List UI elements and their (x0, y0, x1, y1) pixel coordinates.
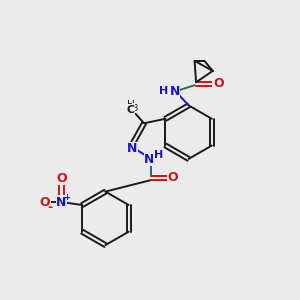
Text: C: C (126, 105, 134, 115)
Text: N: N (56, 196, 67, 208)
Text: O: O (213, 77, 224, 90)
Text: H: H (128, 100, 135, 110)
Text: N: N (127, 142, 137, 155)
Text: O: O (168, 171, 178, 184)
Text: H: H (154, 150, 163, 160)
Text: N: N (169, 85, 180, 98)
Text: +: + (63, 193, 70, 202)
Text: 3: 3 (133, 104, 138, 113)
Text: H: H (159, 85, 169, 96)
Text: N: N (144, 153, 154, 166)
Text: -: - (47, 201, 52, 214)
Text: O: O (40, 196, 50, 208)
Text: O: O (56, 172, 67, 185)
